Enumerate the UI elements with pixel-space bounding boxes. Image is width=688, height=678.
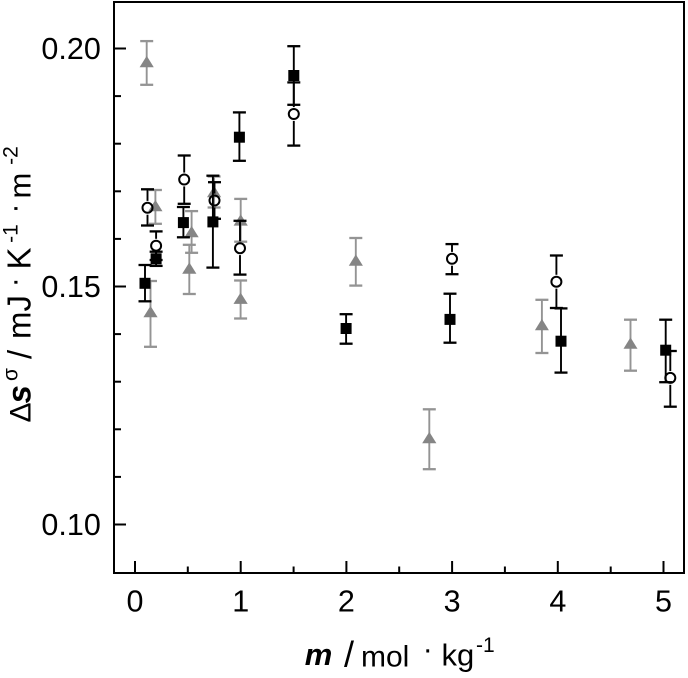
svg-text:mol: mol xyxy=(361,641,409,674)
svg-text:·: · xyxy=(0,277,31,287)
svg-text:/: / xyxy=(344,634,354,674)
svg-text:-2: -2 xyxy=(0,146,23,165)
svg-text:1: 1 xyxy=(232,585,249,619)
svg-text:m: m xyxy=(3,173,38,199)
svg-text:0.15: 0.15 xyxy=(41,270,100,304)
svg-text:σ: σ xyxy=(0,368,23,381)
svg-text:-1: -1 xyxy=(476,634,495,657)
svg-text:5: 5 xyxy=(655,585,672,619)
svg-text:3: 3 xyxy=(444,585,461,619)
svg-text:kg: kg xyxy=(442,638,475,673)
svg-text:2: 2 xyxy=(338,585,355,619)
svg-text:-1: -1 xyxy=(0,224,23,243)
svg-text:s: s xyxy=(1,385,38,403)
svg-text:0.10: 0.10 xyxy=(41,508,100,542)
svg-text:m: m xyxy=(305,637,333,672)
svg-text:mJ: mJ xyxy=(1,295,38,339)
svg-text:·: · xyxy=(423,633,433,666)
svg-text:K: K xyxy=(1,247,38,269)
svg-text:0: 0 xyxy=(127,585,144,619)
svg-text:0.20: 0.20 xyxy=(41,32,100,66)
svg-text:/: / xyxy=(1,349,38,359)
svg-text:Δ: Δ xyxy=(5,402,38,422)
svg-text:4: 4 xyxy=(549,585,566,619)
svg-text:·: · xyxy=(0,204,31,214)
